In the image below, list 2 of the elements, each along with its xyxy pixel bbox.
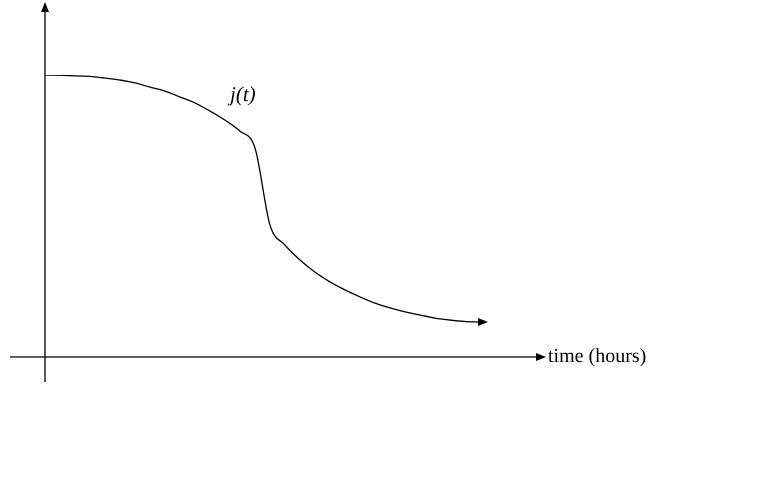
x-axis-title: time (hours) [548, 344, 646, 368]
series-label: j(t) [230, 81, 256, 108]
